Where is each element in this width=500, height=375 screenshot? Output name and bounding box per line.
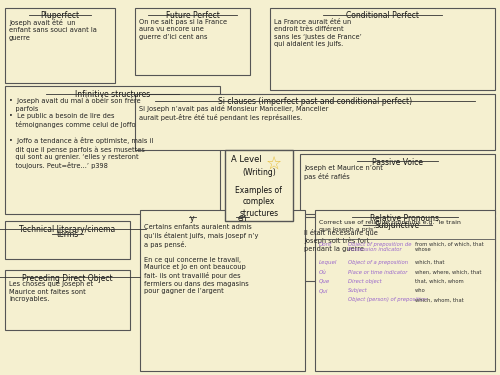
Text: La France aurait été un
endroit très différent
sans les ‘justes de France’
qui a: La France aurait été un endroit très dif… [274, 19, 362, 47]
Text: from which, of which, that
whose: from which, of which, that whose [415, 242, 484, 252]
FancyBboxPatch shape [5, 86, 220, 214]
FancyBboxPatch shape [5, 8, 115, 82]
Text: Future Perfect: Future Perfect [166, 11, 220, 20]
Text: Dont: Dont [319, 242, 332, 247]
Text: Il était nécessaire que
Joseph soit très fort
pendant la guerre: Il était nécessaire que Joseph soit très… [304, 229, 378, 252]
FancyBboxPatch shape [140, 210, 305, 371]
Text: Certains enfants auraient admis
qu’ils étaient juifs, mais Josepf n’y
a pas pens: Certains enfants auraient admis qu’ils é… [144, 224, 258, 294]
Text: when, where, which, that: when, where, which, that [415, 270, 482, 274]
Text: Correct use of relative pronouns e.g. ‘le train
que Joseph a pris’: Correct use of relative pronouns e.g. ‘l… [319, 220, 461, 231]
Text: A Level: A Level [231, 154, 262, 164]
Text: Subjunctive: Subjunctive [375, 221, 420, 230]
Text: Où: Où [319, 270, 327, 274]
FancyBboxPatch shape [5, 221, 130, 259]
FancyBboxPatch shape [300, 154, 495, 214]
Text: Qui: Qui [319, 288, 328, 293]
Text: Infinitive structures: Infinitive structures [75, 90, 150, 99]
Text: Object of a preposition: Object of a preposition [348, 260, 408, 265]
Text: which, that: which, that [415, 260, 444, 265]
Text: y: y [190, 214, 195, 223]
Text: Passive Voice: Passive Voice [372, 158, 423, 166]
Text: en: en [238, 214, 248, 223]
Text: who: who [415, 288, 426, 293]
Text: Subject: Subject [348, 288, 368, 293]
Text: that, which, whom: that, which, whom [415, 279, 464, 284]
Text: Relative Pronouns: Relative Pronouns [370, 214, 440, 223]
Text: Object of preposition de
Possession indicator: Object of preposition de Possession indi… [348, 242, 411, 252]
Text: Examples of
complex
structures: Examples of complex structures [236, 186, 282, 218]
Text: Joseph avait été  un
enfant sans souci avant la
guerre: Joseph avait été un enfant sans souci av… [9, 19, 97, 40]
FancyBboxPatch shape [270, 8, 495, 90]
Text: Conditional Perfect: Conditional Perfect [346, 11, 419, 20]
Text: (Writing): (Writing) [242, 168, 276, 177]
Text: Object (person) of preposition: Object (person) of preposition [348, 297, 426, 302]
Text: which, whom, that: which, whom, that [415, 297, 464, 302]
Text: Joseph et Maurice n’ont
pas été raflés: Joseph et Maurice n’ont pas été raflés [304, 165, 383, 180]
Text: Si Joseph n’avait pas aidé Monsieur Mancelier, Mancelier
aurait peut-être été tu: Si Joseph n’avait pas aidé Monsieur Manc… [139, 105, 328, 121]
Text: Les choses que Joseph et
Maurice ont faites sont
incroyables.: Les choses que Joseph et Maurice ont fai… [9, 281, 93, 302]
Text: On ne sait pas si la France
aura vu encore une
guerre d’ici cent ans: On ne sait pas si la France aura vu enco… [139, 19, 227, 40]
Text: ☆: ☆ [266, 154, 281, 172]
FancyBboxPatch shape [315, 210, 495, 371]
Text: Preceding Direct Object: Preceding Direct Object [22, 274, 113, 283]
Text: •  Joseph avait du mal à obéir son frère
   parfois
•  Le public a besoin de lir: • Joseph avait du mal à obéir son frère … [9, 98, 153, 169]
Text: Pluperfect: Pluperfect [40, 11, 80, 20]
Text: Place or time indicator: Place or time indicator [348, 270, 407, 274]
Text: terms: terms [56, 230, 78, 239]
Text: Lequel: Lequel [319, 260, 338, 265]
FancyBboxPatch shape [135, 8, 250, 75]
FancyBboxPatch shape [300, 217, 495, 281]
FancyBboxPatch shape [5, 270, 130, 330]
Text: Si clauses (imperfect past and conditional perfect): Si clauses (imperfect past and condition… [218, 98, 412, 106]
Text: Direct object: Direct object [348, 279, 381, 284]
FancyBboxPatch shape [135, 94, 495, 150]
FancyBboxPatch shape [225, 150, 292, 221]
Text: Technical literary/cinema: Technical literary/cinema [20, 225, 116, 234]
Text: Que: Que [319, 279, 330, 284]
